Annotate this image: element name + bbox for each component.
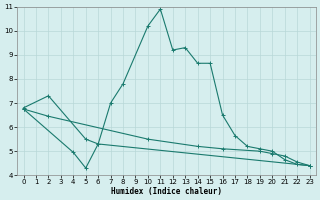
X-axis label: Humidex (Indice chaleur): Humidex (Indice chaleur) xyxy=(111,187,222,196)
